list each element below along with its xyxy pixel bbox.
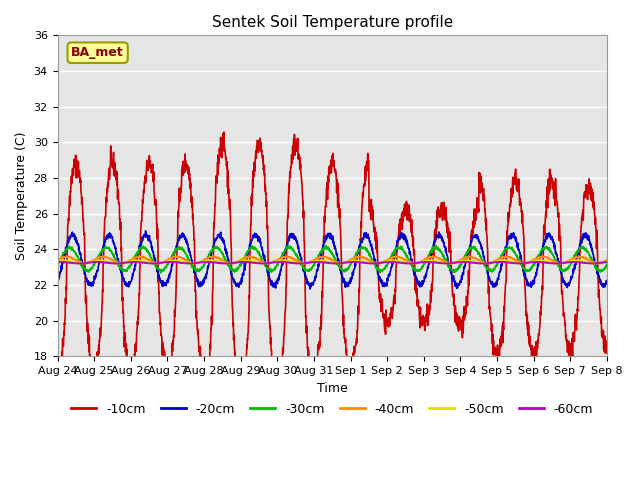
-60cm — [294, 261, 302, 266]
-50cm — [207, 258, 215, 264]
-10cm — [349, 366, 356, 372]
-50cm — [603, 258, 611, 264]
-50cm — [59, 257, 67, 263]
-10cm — [54, 365, 61, 371]
-40cm — [360, 254, 368, 260]
-30cm — [157, 270, 164, 276]
-30cm — [603, 262, 611, 267]
-50cm — [492, 259, 500, 264]
-50cm — [349, 258, 356, 264]
-20cm — [492, 280, 500, 286]
-30cm — [207, 248, 215, 253]
-20cm — [54, 280, 61, 286]
-50cm — [570, 258, 578, 264]
-30cm — [555, 264, 563, 269]
-20cm — [603, 279, 611, 285]
Y-axis label: Soil Temperature (C): Soil Temperature (C) — [15, 132, 28, 260]
-60cm — [54, 259, 61, 265]
-40cm — [207, 254, 214, 260]
-50cm — [54, 258, 61, 264]
-60cm — [360, 260, 368, 266]
-40cm — [504, 253, 511, 259]
-40cm — [348, 256, 356, 262]
-20cm — [141, 228, 149, 234]
X-axis label: Time: Time — [317, 382, 348, 395]
-50cm — [360, 259, 368, 264]
-50cm — [555, 260, 563, 266]
-60cm — [207, 259, 214, 265]
-20cm — [349, 269, 356, 275]
-20cm — [207, 253, 215, 259]
-60cm — [348, 259, 356, 265]
Line: -30cm: -30cm — [58, 246, 607, 273]
-30cm — [570, 252, 578, 258]
-60cm — [555, 260, 563, 266]
-40cm — [570, 255, 578, 261]
Line: -10cm: -10cm — [58, 132, 607, 400]
-10cm — [207, 333, 214, 338]
-10cm — [220, 129, 228, 135]
-40cm — [54, 257, 61, 263]
-20cm — [360, 233, 368, 239]
-30cm — [360, 245, 368, 251]
-30cm — [492, 263, 500, 269]
-60cm — [603, 259, 611, 265]
-30cm — [54, 262, 61, 267]
-40cm — [492, 258, 500, 264]
-50cm — [300, 261, 307, 266]
Line: -40cm: -40cm — [58, 256, 607, 264]
-10cm — [603, 342, 611, 348]
Line: -50cm: -50cm — [58, 260, 607, 264]
-40cm — [447, 261, 454, 267]
-10cm — [570, 330, 578, 336]
-30cm — [433, 243, 440, 249]
-30cm — [348, 259, 356, 265]
-20cm — [570, 265, 578, 271]
Line: -60cm: -60cm — [58, 262, 607, 264]
-60cm — [423, 259, 431, 265]
Legend: -10cm, -20cm, -30cm, -40cm, -50cm, -60cm: -10cm, -20cm, -30cm, -40cm, -50cm, -60cm — [66, 398, 598, 420]
-20cm — [555, 262, 563, 267]
Line: -20cm: -20cm — [58, 231, 607, 289]
-10cm — [237, 397, 245, 403]
-60cm — [492, 259, 500, 265]
-10cm — [360, 183, 368, 189]
-10cm — [555, 216, 563, 221]
-60cm — [570, 259, 578, 265]
Text: BA_met: BA_met — [71, 46, 124, 59]
-40cm — [555, 261, 563, 266]
Title: Sentek Soil Temperature profile: Sentek Soil Temperature profile — [212, 15, 453, 30]
-40cm — [603, 257, 611, 263]
-20cm — [306, 286, 314, 292]
-10cm — [492, 357, 500, 362]
